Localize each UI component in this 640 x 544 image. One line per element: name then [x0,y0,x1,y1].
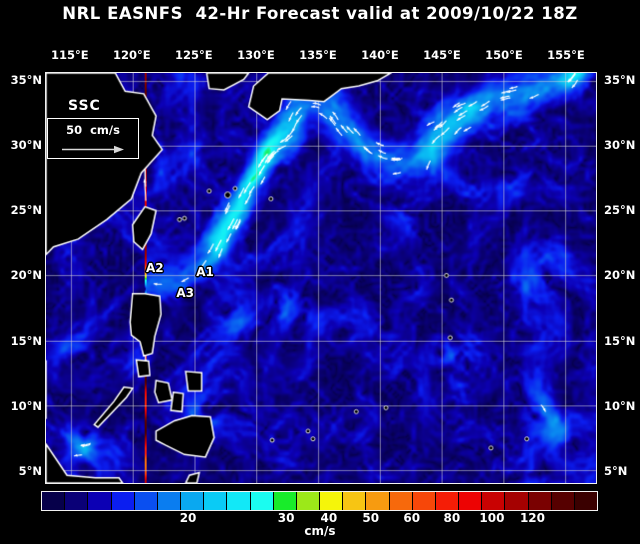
eddy-label-a3: A3 [176,285,195,300]
colorbar-cell [227,492,251,510]
colorbar-cell [88,492,112,510]
lat-tick-label: 30°N [10,138,42,152]
colorbar-cell [574,492,598,510]
map-plot-area[interactable] [45,72,597,484]
lon-tick-label: 140°E [361,48,399,62]
colorbar-tick: 50 [362,511,380,525]
lat-tick-label: 15°N [604,333,636,348]
vector-scale-arrow-icon [62,145,124,154]
lon-tick-label: 130°E [237,48,275,62]
colorbar-tick: 80 [443,511,461,525]
lon-tick-label: 115°E [50,48,89,62]
colorbar-cell [250,492,274,510]
lat-tick-label: 10°N [10,398,42,413]
colorbar-cell [505,492,529,510]
colorbar-cell [273,492,297,510]
colorbar-tick: 120 [519,511,546,525]
colorbar-cell [111,492,135,510]
lat-tick-label: 35°N [10,72,42,87]
colorbar-cell [389,492,413,510]
colorbar-tick: 20 [179,511,197,525]
colorbar-tick: 30 [277,511,295,525]
colorbar-cell [412,492,436,510]
colorbar-cell [366,492,390,510]
colorbar-tick: 100 [479,511,505,525]
colorbar-tick: 60 [403,511,421,525]
lat-tick-label: 20°N [10,268,42,283]
lat-tick-label: 5°N [18,463,42,478]
colorbar-cell [482,492,506,510]
colorbar-cell [528,492,552,510]
colorbar-cell [204,492,228,510]
colorbar-cell [551,492,575,510]
eddy-label-a1: A1 [196,265,214,280]
lon-tick-label: 135°E [299,48,337,62]
colorbar-unit-label: cm/s [304,524,336,538]
colorbar-cell [65,492,89,510]
colorbar-cell [181,492,205,510]
colorbar[interactable] [41,491,598,511]
colorbar-cell [157,492,182,510]
colorbar-cell [320,492,344,510]
lat-tick-label: 10°N [604,398,636,413]
lon-tick-label: 155°E [547,48,585,62]
colorbar-tick: 40 [320,511,338,525]
colorbar-cell [42,492,66,510]
lat-tick-label: 25°N [604,203,636,218]
lon-tick-label: 125°E [175,48,213,62]
colorbar-cell [343,492,367,510]
lon-tick-label: 120°E [113,48,151,62]
eddy-label-a2: A2 [146,261,164,276]
colorbar-cell [296,492,321,510]
colorbar-cell [435,492,460,510]
lat-tick-label: 35°N [604,72,636,87]
field-label-ssc: SSC [68,98,101,114]
lat-tick-label: 25°N [10,203,42,218]
lat-tick-label: 15°N [10,333,42,348]
lat-tick-label: 30°N [604,138,636,152]
vector-scale-box: 50 cm/s [47,118,139,159]
lat-tick-label: 5°N [604,463,628,478]
colorbar-cell [459,492,483,510]
lon-tick-label: 145°E [423,48,461,62]
colorbar-cell [134,492,158,510]
lat-tick-label: 20°N [604,268,636,283]
vector-scale-label: 50 cm/s [66,123,120,137]
lon-tick-label: 150°E [485,48,523,62]
page-title: NRL EASNFS 42-Hr Forecast valid at 2009/… [62,4,578,23]
